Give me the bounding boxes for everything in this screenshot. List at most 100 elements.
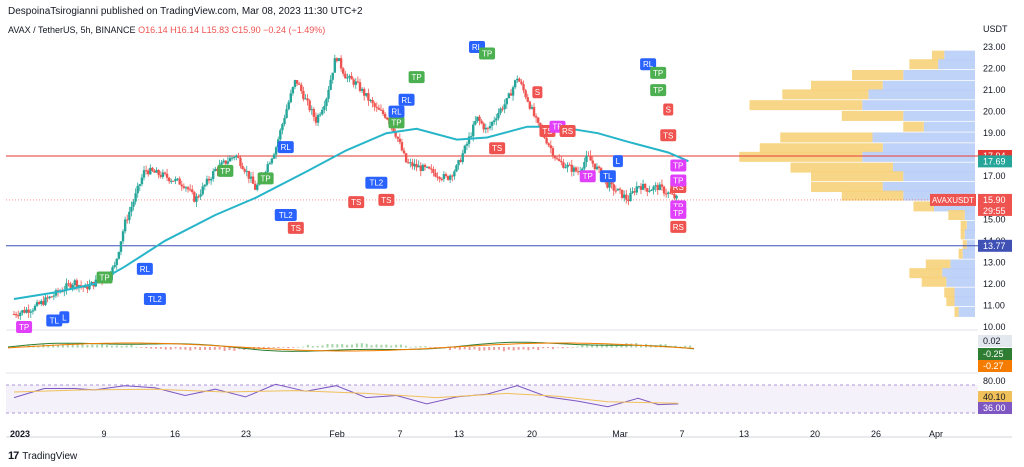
candle-body: [35, 302, 39, 306]
macd-histogram-bar: [566, 347, 569, 348]
publisher-line: DespoinaTsirogianni published on Trading…: [8, 6, 363, 17]
symbol-name[interactable]: AVAX / TetherUS, 5h, BINANCE: [8, 25, 136, 35]
candle-body: [193, 192, 196, 202]
signal-tag: [670, 206, 687, 219]
candle-body: [455, 165, 458, 172]
signal-tag: [16, 321, 33, 333]
signal-tag: [96, 271, 113, 284]
candle-body: [337, 58, 341, 62]
candle-body: [375, 106, 378, 108]
candle-body: [610, 182, 613, 185]
macd-histogram-bar: [37, 345, 40, 348]
macd-histogram-bar: [106, 345, 108, 348]
volume-profile-bar: [841, 190, 904, 201]
volume-profile-bar: [954, 296, 975, 307]
y-tick-label: 20.00: [983, 107, 1006, 117]
candle-body: [574, 167, 578, 172]
macd-histogram-bar: [512, 347, 515, 351]
volume-profile-bar: [790, 162, 893, 173]
candle-body: [553, 155, 557, 159]
macd-histogram-bar: [208, 347, 211, 351]
volume-profile-bar: [862, 100, 975, 111]
candle-body: [356, 81, 360, 83]
macd-histogram-bar: [483, 347, 486, 351]
rsi-value-text: 36.00: [983, 403, 1006, 413]
candle-body: [293, 80, 297, 88]
macd-histogram-bar: [449, 347, 451, 351]
candle-body: [654, 185, 657, 187]
volume-profile-bar: [938, 59, 975, 70]
candle-body: [591, 160, 594, 164]
candle-body: [138, 184, 142, 186]
x-tick-label: 20: [527, 429, 537, 439]
candle-body: [427, 166, 431, 169]
x-tick-label: 23: [241, 429, 251, 439]
volume-profile-bar: [782, 89, 869, 100]
candle-body: [354, 81, 357, 85]
signal-tag: [365, 176, 388, 189]
macd-histogram-bar: [331, 344, 334, 348]
candle-body: [467, 136, 471, 144]
candle-body: [243, 169, 246, 172]
signal-tag-label: TS: [291, 224, 301, 233]
volume-profile-bar: [852, 70, 904, 80]
candle-body: [130, 206, 133, 212]
candle-body: [306, 98, 309, 101]
signal-tag-label: TS: [542, 127, 552, 136]
candle-body: [222, 160, 225, 163]
signal-tag: [398, 93, 415, 106]
candle-body: [161, 172, 165, 177]
signal-tag: [388, 105, 405, 118]
volume-profile-bar: [946, 296, 955, 307]
macd-histogram-bar: [159, 347, 162, 349]
candle-body: [537, 117, 540, 123]
y-tick-label: 23.00: [983, 42, 1006, 52]
candle-body: [226, 161, 230, 164]
macd-histogram-bar: [468, 347, 471, 350]
candle-body: [675, 195, 678, 199]
macd-signal-line: [7, 342, 695, 352]
signal-tag-label: TS: [351, 198, 361, 207]
macd-histogram-bar: [355, 343, 358, 348]
candle-body: [191, 189, 194, 193]
price-label-text: 13.77: [983, 241, 1006, 251]
signal-tag-label: RL: [391, 108, 402, 117]
candle-body: [176, 178, 179, 180]
signal-tag: [378, 193, 395, 206]
signal-tag-label: TS: [381, 196, 391, 205]
macd-histogram-bar: [218, 347, 221, 350]
candle-body: [555, 158, 559, 160]
macd-histogram-bar: [316, 345, 319, 348]
candle-body: [132, 201, 135, 207]
candle-body: [310, 109, 313, 111]
macd-value-text: -0.27: [983, 361, 1004, 371]
volume-profile-bar: [759, 143, 883, 154]
candle-body: [379, 109, 383, 111]
candle-body: [167, 177, 171, 182]
macd-histogram-bar: [463, 347, 466, 350]
candle-body: [633, 191, 636, 193]
signal-tag-label: TS: [492, 144, 502, 153]
signal-tag: [612, 155, 623, 168]
signal-tag-label: TL2: [369, 179, 383, 188]
candle-body: [499, 108, 502, 113]
candle-body: [434, 172, 437, 177]
volume-profile-bar: [960, 220, 967, 231]
candle-body: [513, 80, 517, 88]
signal-tag: [348, 196, 365, 209]
volume-profile-bar: [925, 259, 951, 270]
candle-body: [623, 194, 626, 198]
signal-tag-label: RL: [472, 43, 483, 52]
candle-body: [121, 231, 125, 242]
candle-body: [656, 185, 659, 191]
candle-body: [207, 178, 211, 181]
candle-body: [511, 87, 515, 96]
signal-tag-label: TP: [99, 273, 109, 282]
signal-tag: [217, 164, 234, 177]
tradingview-brand[interactable]: 17 TradingView: [8, 450, 77, 462]
candle-body: [637, 186, 641, 188]
candle-body: [518, 78, 521, 82]
candle-body: [572, 167, 576, 172]
signal-tag-label: RS: [673, 223, 684, 232]
